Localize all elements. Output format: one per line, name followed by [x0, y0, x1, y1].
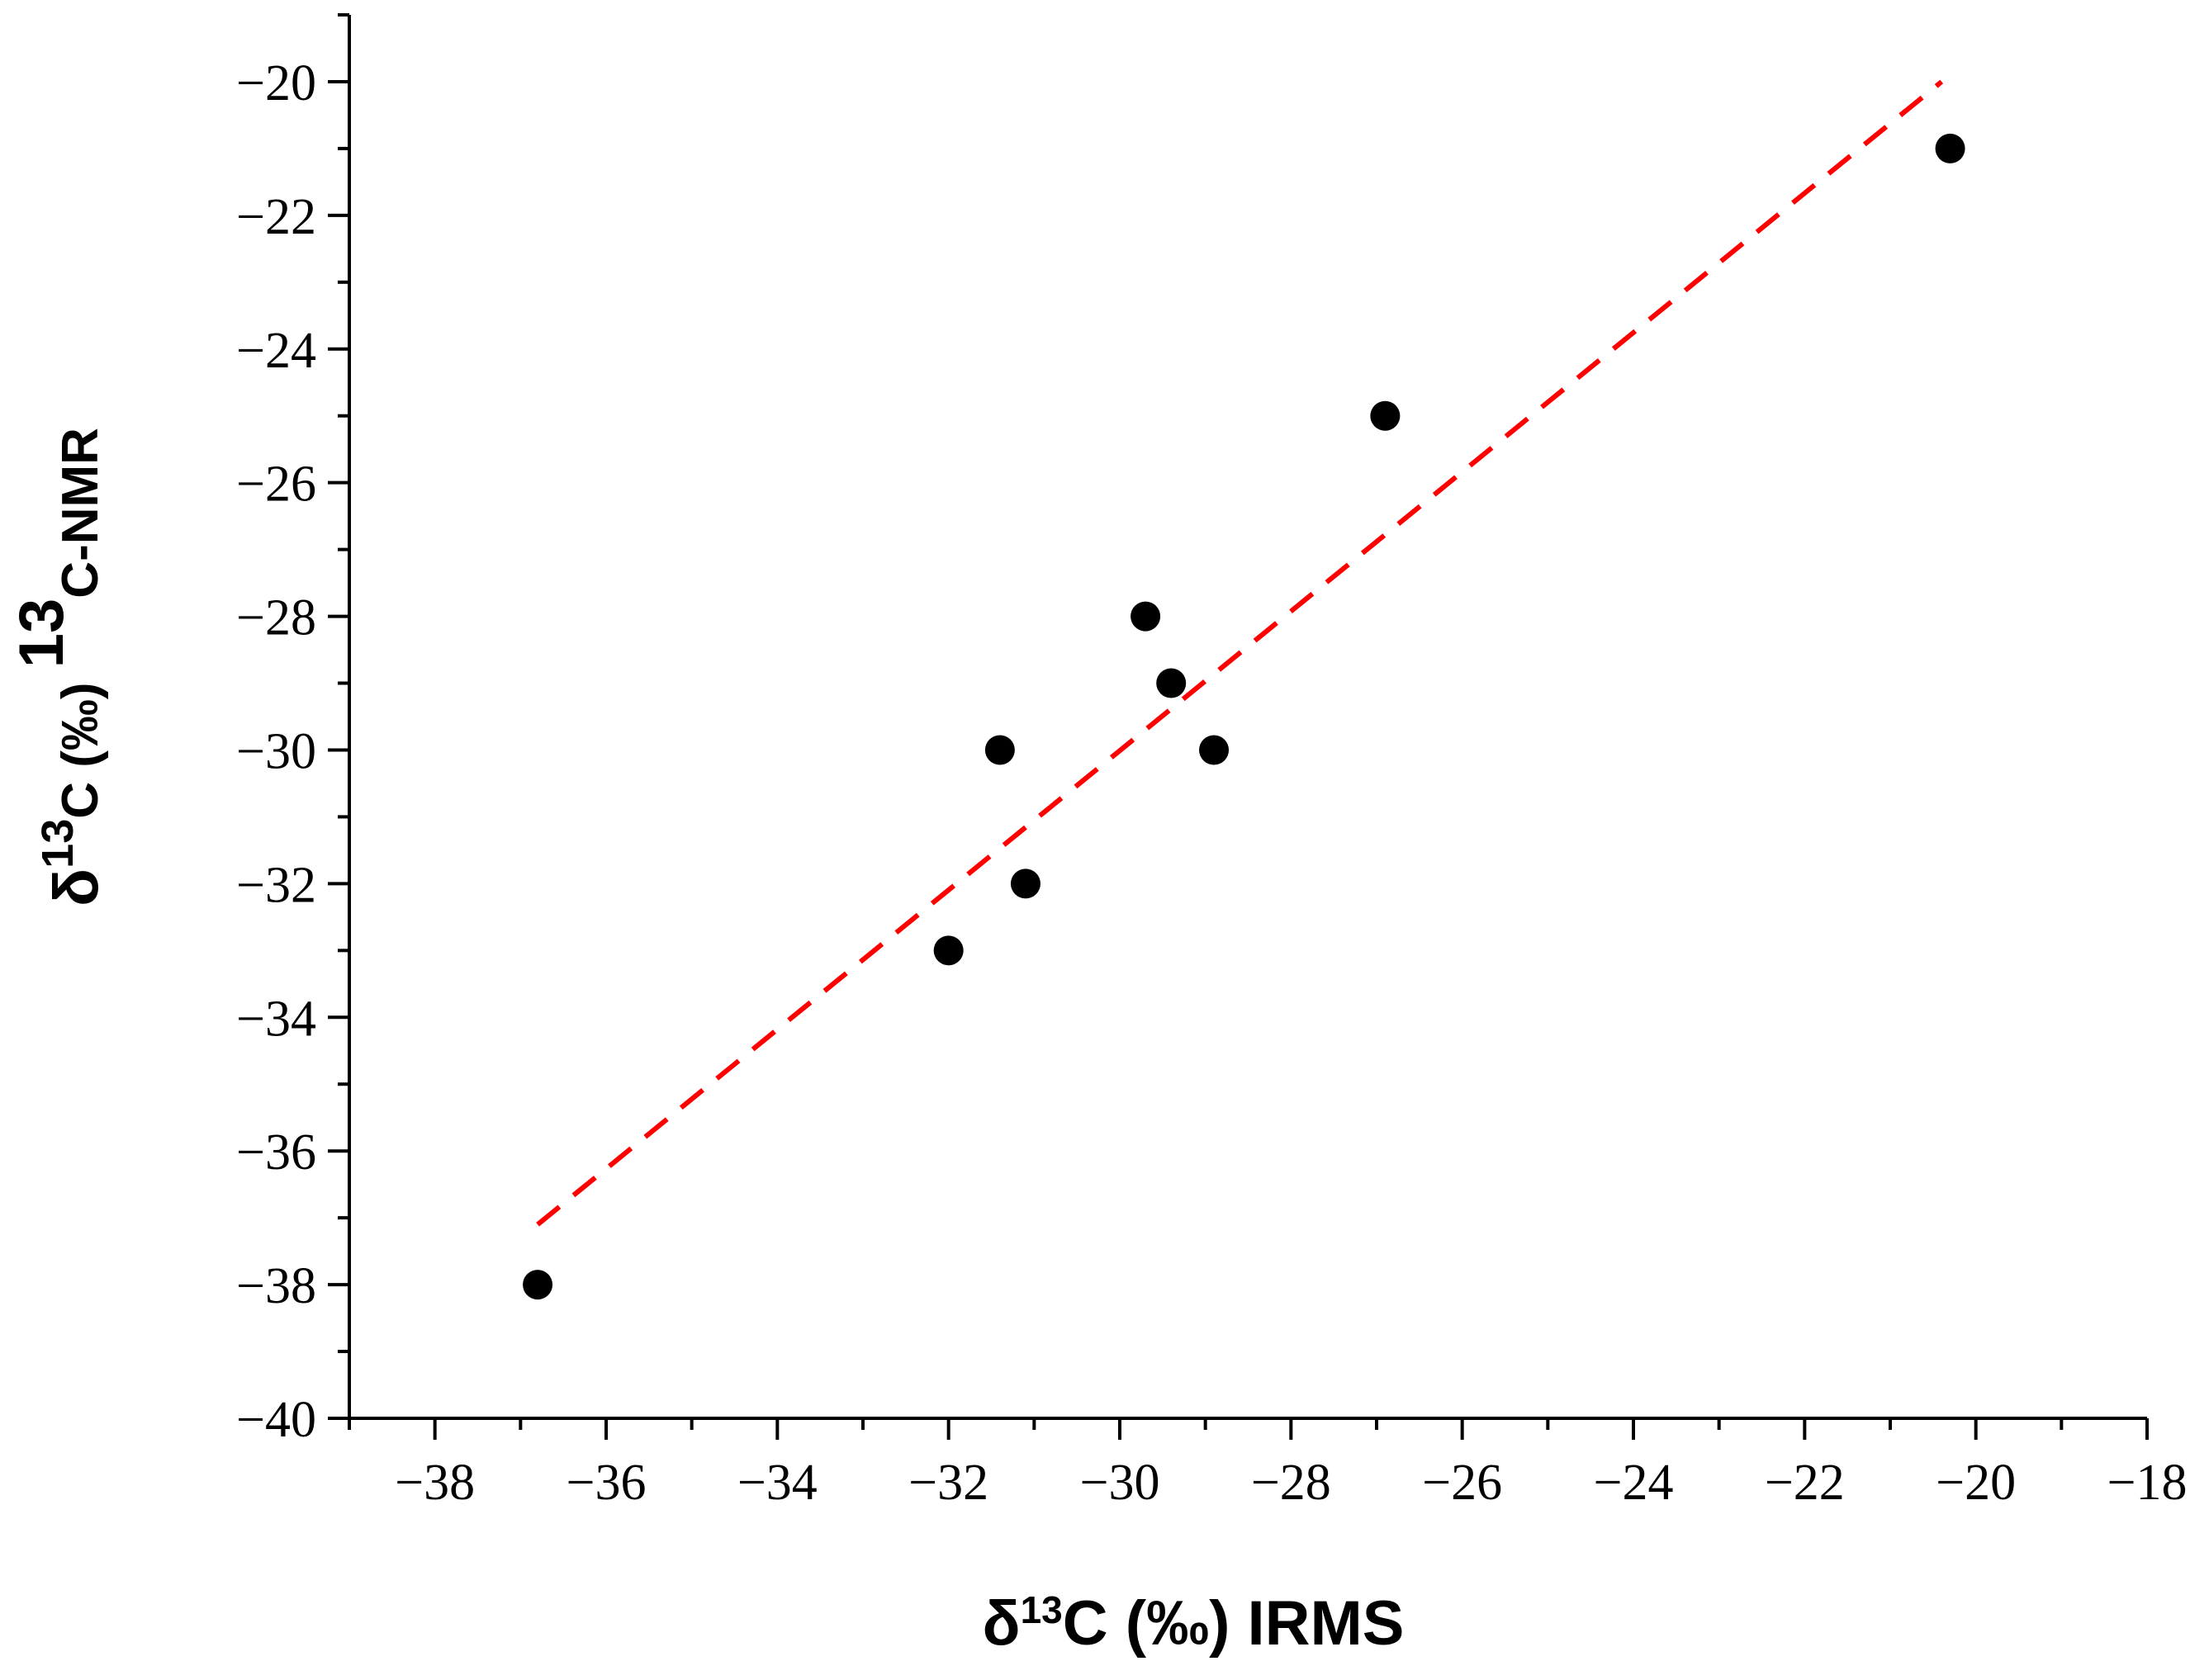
data-point: [1156, 668, 1187, 698]
data-point: [1935, 133, 1965, 163]
data-point: [1370, 400, 1401, 431]
x-tick-label: −30: [1080, 1455, 1160, 1511]
x-tick-label: −32: [908, 1455, 988, 1511]
x-tick-label: −36: [566, 1455, 647, 1511]
x-tick-label: −34: [737, 1455, 818, 1511]
x-tick-label: −18: [2107, 1455, 2188, 1511]
ticks: [328, 13, 2149, 1440]
tick-labels: −38 −36 −34 −32 −30 −28 −26 −24 −22 −20 −18 −40 −38 −…: [236, 55, 2187, 1511]
y-tick-label: −40: [236, 1392, 316, 1448]
y-tick-label: −20: [236, 55, 316, 111]
data-point: [1010, 868, 1041, 899]
data-point: [523, 1270, 553, 1300]
x-tick-label: −20: [1936, 1455, 2016, 1511]
y-tick-label: −38: [236, 1258, 316, 1314]
x-tick-label: −28: [1251, 1455, 1331, 1511]
y-axis-title: δ13C (‰) 13C-NMR: [7, 428, 112, 906]
x-axis-title: δ13C (‰) IRMS: [983, 1588, 1405, 1659]
y-tick-label: −26: [236, 457, 316, 513]
y-tick-label: −34: [236, 991, 316, 1047]
y-tick-label: −24: [236, 323, 316, 379]
data-point: [1131, 601, 1161, 632]
data-points: [523, 133, 1965, 1300]
y-tick-label: −36: [236, 1124, 316, 1181]
x-tick-label: −38: [395, 1455, 475, 1511]
y-tick-label: −30: [236, 723, 316, 779]
fit-line-group: [536, 79, 1944, 1227]
x-tick-label: −22: [1765, 1455, 1845, 1511]
y-tick-label: −22: [236, 189, 316, 245]
data-point: [984, 735, 1015, 765]
data-point: [1199, 735, 1230, 765]
x-tick-label: −26: [1422, 1455, 1502, 1511]
fit-line: [536, 79, 1944, 1227]
data-point: [933, 935, 964, 966]
y-tick-label: −32: [236, 857, 316, 913]
x-tick-label: −24: [1594, 1455, 1674, 1511]
y-tick-label: −28: [236, 590, 316, 646]
axes: [348, 15, 2147, 1420]
